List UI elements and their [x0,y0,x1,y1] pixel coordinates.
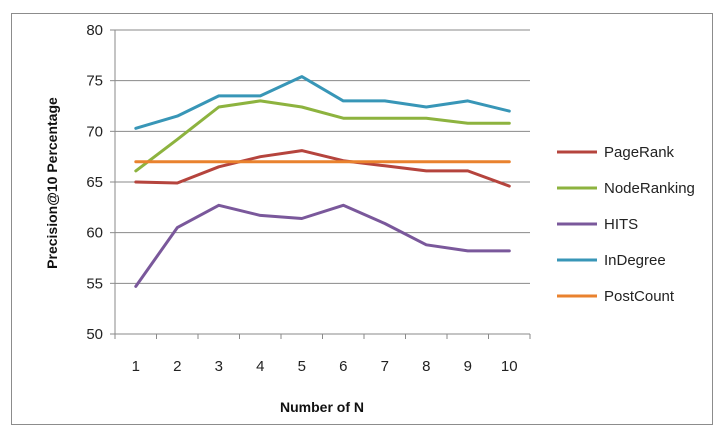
y-tick-label: 65 [86,174,103,191]
legend: PageRank NodeRanking HITS InDegree PostCount [557,144,695,305]
legend-label: PageRank [604,144,675,161]
series-line-noderanking [134,99,511,173]
legend-label: HITS [604,216,638,233]
y-axis-title: Precision@10 Percentage [44,97,60,269]
x-tick-label: 9 [464,358,472,375]
x-tick-label: 4 [256,358,264,375]
x-tick-label: 2 [173,358,181,375]
x-tick-label: 8 [422,358,430,375]
legend-label: NodeRanking [604,180,695,197]
y-tick-label: 70 [86,123,103,140]
legend-label: InDegree [604,252,666,269]
legend-label: PostCount [604,288,675,305]
axes: 50 55 60 65 70 75 80 1 2 3 4 5 6 7 8 9 10 [86,22,531,375]
chart-frame [11,13,713,425]
x-axis-title: Number of N [280,399,364,415]
x-tick-label: 3 [215,358,223,375]
x-tick-label: 5 [298,358,306,375]
y-tick-label: 75 [86,73,103,90]
y-tick-label: 80 [86,22,103,39]
series-line-hits [134,203,511,288]
y-tick-label: 50 [86,326,103,343]
y-tick-label: 60 [86,225,103,242]
series-lines [134,75,511,288]
series-line-pagerank [134,149,511,188]
x-tick-label: 6 [339,358,347,375]
x-tick-label: 10 [501,358,518,375]
x-tick-label: 1 [132,358,140,375]
y-tick-label: 55 [86,275,103,292]
x-tick-label: 7 [381,358,389,375]
series-line-indegree [134,75,511,130]
